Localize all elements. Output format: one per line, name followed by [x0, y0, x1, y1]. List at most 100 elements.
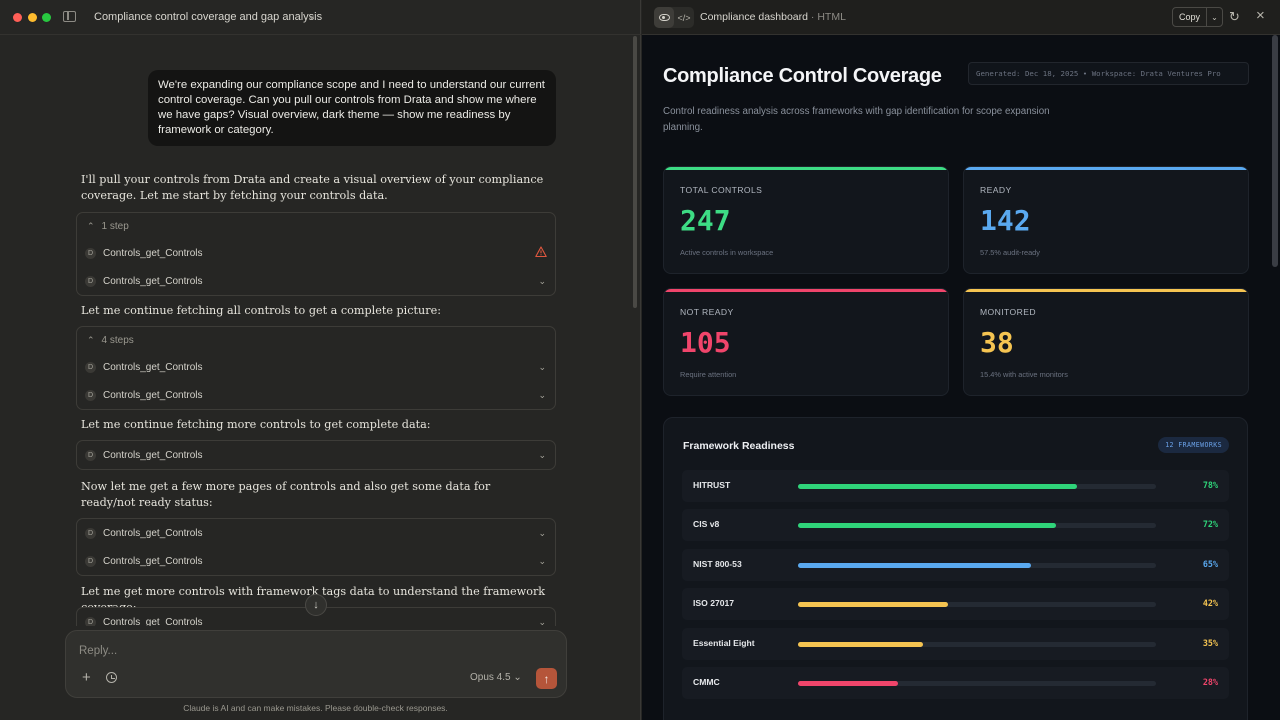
chat-transcript: We're expanding our compliance scope and… [0, 36, 641, 626]
progress-fill [798, 563, 1031, 568]
chevron-down-icon[interactable]: ⌄ [538, 362, 546, 372]
tool-call-name: Controls_get_Controls [103, 275, 203, 287]
tool-call-row[interactable]: D Controls_get_Controls ⌄ [77, 547, 555, 575]
chevron-down-icon: ⌄ [513, 672, 522, 683]
progress-fill [798, 484, 1078, 489]
maximize-window-button[interactable] [42, 13, 51, 22]
chevron-down-icon[interactable]: ⌄ [538, 390, 546, 400]
sidebar-toggle-icon[interactable] [63, 11, 76, 22]
chevron-down-icon[interactable]: ⌄ [538, 528, 546, 538]
tool-call-row[interactable]: D Controls_get_Controls [77, 239, 555, 267]
stat-label: Not Ready [680, 307, 734, 317]
chevron-down-icon[interactable]: ⌄ [538, 617, 546, 626]
copy-group: Copy ⌄ [1172, 7, 1224, 27]
tool-call-row[interactable]: D Controls_get_Controls ⌄ [77, 267, 555, 295]
stat-note: 15.4% with active monitors [980, 370, 1068, 379]
add-attachment-button[interactable]: + [82, 669, 91, 686]
history-icon[interactable] [106, 672, 117, 683]
send-button[interactable]: ↑ [536, 668, 557, 689]
generated-badge: Generated: Dec 18, 2025 • Workspace: Dra… [968, 62, 1249, 85]
artifact-pane: </> Compliance dashboard · HTML Copy ⌄ ↻… [642, 0, 1280, 720]
framework-percent: 28% [1202, 677, 1218, 687]
progress-track [798, 563, 1156, 568]
copy-button[interactable]: Copy [1173, 8, 1208, 26]
framework-name: CIS v8 [693, 519, 720, 529]
drata-icon: D [85, 527, 96, 539]
chevron-down-icon[interactable]: ⌄ [538, 276, 546, 286]
chevron-down-icon[interactable]: ⌄ [538, 450, 546, 460]
tool-call-group: D Controls_get_Controls ⌄ D Controls_get… [76, 518, 556, 576]
card-accent [964, 167, 1248, 170]
stat-value: 105 [680, 326, 731, 359]
stat-card-not-ready: Not Ready 105 Require attention [663, 288, 949, 396]
tool-call-name: Controls_get_Controls [103, 361, 203, 373]
tool-call-row[interactable]: D Controls_get_Controls ⌄ [77, 441, 555, 469]
artifact-toolbar: </> Compliance dashboard · HTML Copy ⌄ ↻… [642, 0, 1280, 35]
model-name: Opus 4.5 [470, 672, 511, 683]
minimize-window-button[interactable] [28, 13, 37, 22]
tool-call-row[interactable]: D Controls_get_Controls ⌄ [77, 608, 555, 626]
stat-card-ready: Ready 142 57.5% audit-ready [963, 166, 1249, 274]
close-icon[interactable]: × [1256, 7, 1265, 24]
page-title: Compliance Control Coverage [663, 65, 942, 87]
progress-track [798, 523, 1156, 528]
framework-percent: 78% [1202, 480, 1218, 490]
panel-title: Framework Readiness [683, 440, 795, 452]
code-toggle[interactable]: </> [674, 7, 694, 28]
tool-call-row[interactable]: D Controls_get_Controls ⌄ [77, 519, 555, 547]
artifact-scrollbar[interactable] [1272, 35, 1278, 267]
stat-label: Total Controls [680, 185, 763, 195]
framework-name: CMMC [693, 677, 720, 687]
chevron-up-icon: ⌃ [87, 220, 95, 231]
tool-call-name: Controls_get_Controls [103, 616, 203, 627]
framework-percent: 72% [1202, 519, 1218, 529]
tool-steps-toggle[interactable]: ⌃ 4 steps [77, 327, 555, 353]
warning-icon [535, 246, 547, 258]
framework-readiness-panel: Framework Readiness 12 FRAMEWORKS HITRUS… [663, 417, 1248, 720]
chevron-down-icon: ⌄ [1211, 12, 1218, 22]
assistant-message: Now let me get a few more pages of contr… [81, 480, 491, 509]
framework-row: NIST 800-53 65% [682, 549, 1229, 581]
tool-steps-toggle[interactable]: ⌃ 1 step [77, 213, 555, 239]
steps-label: 1 step [101, 220, 129, 232]
tool-call-row[interactable]: D Controls_get_Controls ⌄ [77, 353, 555, 381]
preview-toggle[interactable] [654, 7, 674, 28]
framework-percent: 42% [1202, 598, 1218, 608]
close-window-button[interactable] [13, 13, 22, 22]
stat-value: 142 [980, 204, 1031, 237]
model-selector[interactable]: Opus 4.5 ⌄ [470, 672, 522, 683]
tool-call-name: Controls_get_Controls [103, 555, 203, 567]
card-accent [664, 289, 948, 292]
card-accent [664, 167, 948, 170]
stat-card-monitored: Monitored 38 15.4% with active monitors [963, 288, 1249, 396]
conversation-title[interactable]: Compliance control coverage and gap anal… [94, 11, 323, 23]
copy-options-button[interactable]: ⌄ [1207, 8, 1222, 26]
framework-row: ISO 27017 42% [682, 588, 1229, 620]
drata-icon: D [85, 616, 96, 626]
drata-icon: D [85, 361, 96, 373]
view-toggle: </> [654, 7, 694, 28]
chevron-down-icon[interactable]: ⌄ [307, 10, 317, 22]
framework-percent: 35% [1202, 638, 1218, 648]
scroll-to-bottom-button[interactable]: ↓ [305, 594, 327, 616]
arrow-down-icon: ↓ [313, 599, 319, 611]
reply-input[interactable] [79, 645, 499, 657]
code-icon: </> [677, 12, 691, 23]
chat-scrollbar[interactable] [633, 36, 637, 308]
tool-call-row[interactable]: D Controls_get_Controls ⌄ [77, 381, 555, 409]
chevron-down-icon[interactable]: ⌄ [538, 556, 546, 566]
refresh-icon[interactable]: ↻ [1229, 9, 1240, 24]
progress-track [798, 642, 1156, 647]
progress-track [798, 484, 1156, 489]
drata-icon: D [85, 389, 96, 401]
tool-call-group: ⌃ 1 step D Controls_get_Controls D Contr… [76, 212, 556, 296]
tool-call-name: Controls_get_Controls [103, 389, 203, 401]
progress-track [798, 681, 1156, 686]
tool-call-name: Controls_get_Controls [103, 247, 203, 259]
framework-row: HITRUST 78% [682, 470, 1229, 502]
artifact-title: Compliance dashboard · HTML [700, 11, 846, 23]
tool-call-name: Controls_get_Controls [103, 527, 203, 539]
title-bar: Compliance control coverage and gap anal… [0, 0, 641, 35]
assistant-message: Let me continue fetching all controls to… [81, 304, 441, 317]
stat-note: Active controls in workspace [680, 248, 774, 257]
